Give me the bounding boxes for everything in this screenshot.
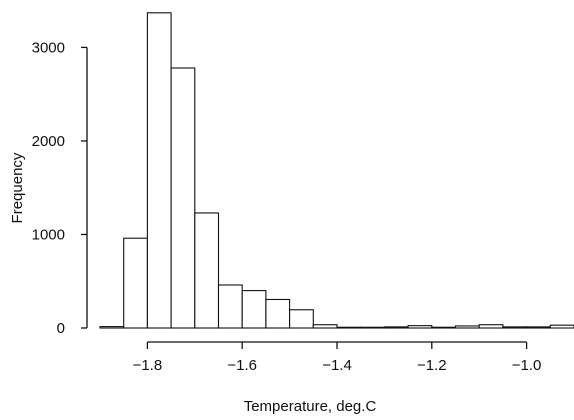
histogram-bar xyxy=(217,284,243,329)
x-tick-label: −1.8 xyxy=(133,357,163,374)
bars-group xyxy=(99,12,574,329)
histogram-bar xyxy=(549,324,574,329)
histogram-bar xyxy=(289,309,314,329)
y-tick-label: 3000 xyxy=(32,39,65,56)
x-tick-label: −1.6 xyxy=(227,357,257,374)
x-axis-label: Temperature, deg.C xyxy=(244,398,377,415)
x-axis: −1.8 −1.6 −1.4 −1.2 −1.0 xyxy=(133,341,542,374)
histogram-bar xyxy=(431,326,457,329)
histogram-bar xyxy=(360,326,385,329)
y-tick-label: 1000 xyxy=(32,226,65,243)
x-tick-label: −1.4 xyxy=(322,357,352,374)
histogram-bar xyxy=(502,326,528,329)
histogram-bar xyxy=(336,326,362,329)
histogram-bar xyxy=(383,326,409,329)
y-tick-label: 2000 xyxy=(32,133,65,150)
histogram-bar xyxy=(194,212,220,329)
x-tick-label: −1.0 xyxy=(512,357,542,374)
y-axis: 0 1000 2000 3000 xyxy=(32,39,88,337)
histogram-bar xyxy=(526,326,551,329)
histogram-bar xyxy=(312,324,338,329)
histogram-bar xyxy=(146,12,172,329)
histogram-bar xyxy=(478,324,504,329)
histogram-bar xyxy=(170,67,196,329)
histogram-bar xyxy=(265,298,291,329)
histogram-bar xyxy=(454,325,480,329)
histogram-bar xyxy=(99,326,125,329)
y-tick-label: 0 xyxy=(57,320,65,337)
x-tick-label: −1.2 xyxy=(417,357,447,374)
histogram-bar xyxy=(123,237,148,329)
histogram-bar xyxy=(407,325,433,329)
histogram-bar xyxy=(241,290,267,329)
y-axis-label: Frequency xyxy=(9,152,26,223)
